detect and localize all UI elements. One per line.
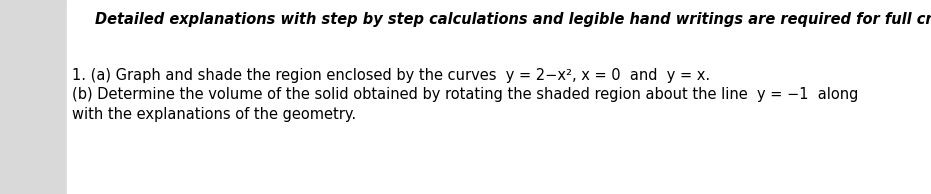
- Text: 1. (a) Graph and shade the region enclosed by the curves  y = 2−x², x = 0  and  : 1. (a) Graph and shade the region enclos…: [72, 68, 710, 83]
- Text: with the explanations of the geometry.: with the explanations of the geometry.: [72, 107, 357, 122]
- Text: Detailed explanations with step by step calculations and legible hand writings a: Detailed explanations with step by step …: [95, 12, 931, 27]
- Text: (b) Determine the volume of the solid obtained by rotating the shaded region abo: (b) Determine the volume of the solid ob…: [72, 87, 858, 102]
